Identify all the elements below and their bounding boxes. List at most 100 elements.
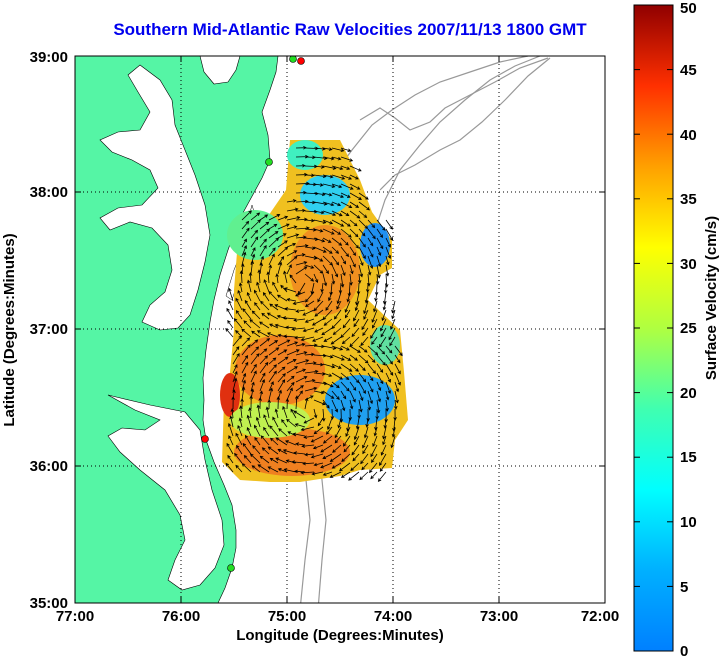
velocity-arrow — [388, 327, 396, 341]
velocity-arrow — [228, 300, 234, 311]
velocity-arrow — [282, 449, 297, 455]
velocity-arrow — [378, 336, 387, 348]
velocity-arrow — [241, 463, 252, 473]
velocity-arrow — [295, 208, 306, 213]
velocity-arrow — [250, 346, 260, 356]
velocity-arrow — [349, 264, 354, 275]
velocity-arrow — [238, 282, 243, 293]
velocity-arrow — [332, 327, 342, 336]
velocity-arrow — [241, 372, 247, 383]
velocity-arrow — [268, 387, 274, 401]
velocity-arrow — [322, 246, 333, 254]
velocity-arrow — [251, 465, 261, 473]
velocity-arrow — [389, 336, 396, 347]
velocity-arrow — [263, 279, 270, 293]
velocity-arrow — [262, 292, 270, 302]
velocity-arrow — [342, 318, 351, 329]
velocity-arrow — [282, 316, 297, 320]
velocity-arrow — [229, 415, 234, 428]
velocity-arrow — [331, 273, 336, 285]
velocity-arrow — [267, 446, 279, 455]
velocity-arrow — [246, 291, 252, 302]
velocity-arrow — [268, 264, 273, 275]
velocity-arrow — [358, 219, 369, 229]
velocity-arrow — [252, 445, 261, 455]
velocity-arrow — [246, 427, 252, 437]
velocity-arrow — [313, 192, 326, 197]
velocity-arrow — [313, 399, 326, 406]
velocity-arrow — [259, 221, 270, 230]
velocity-arrow — [250, 363, 257, 374]
velocity-arrow — [277, 256, 285, 266]
velocity-arrow — [304, 264, 315, 269]
velocity-arrow — [322, 363, 336, 369]
y-tick-label: 35:00 — [30, 595, 68, 612]
velocity-arrow — [268, 253, 275, 266]
velocity-arrow — [292, 432, 306, 437]
velocity-arrow — [274, 304, 288, 311]
velocity-arrow — [265, 406, 270, 419]
velocity-arrow — [371, 453, 378, 464]
velocity-arrow — [259, 214, 269, 221]
y-tick-label: 39:00 — [30, 49, 68, 66]
velocity-arrow — [304, 369, 319, 374]
colorbar-tick-label: 5 — [680, 579, 688, 596]
velocity-arrow — [304, 218, 315, 223]
velocity-arrow — [277, 261, 283, 275]
velocity-arrow — [340, 228, 352, 238]
velocity-arrow — [376, 246, 382, 257]
velocity-arrow — [304, 200, 316, 205]
velocity-arrow — [286, 255, 298, 266]
velocity-arrow — [375, 273, 380, 285]
velocity-arrow — [266, 312, 279, 320]
velocity-arrow — [286, 250, 298, 257]
colorbar-tick-label: 10 — [680, 514, 697, 531]
velocity-arrow — [340, 372, 350, 380]
velocity-arrow — [323, 318, 333, 326]
velocity-arrow — [303, 435, 315, 439]
velocity-arrow — [259, 244, 267, 257]
velocity-arrow — [250, 219, 261, 230]
velocity-arrow — [354, 300, 360, 312]
velocity-arrow — [358, 390, 364, 402]
velocity-arrow — [283, 468, 297, 473]
velocity-arrow — [340, 363, 353, 372]
velocity-arrow — [358, 354, 369, 364]
velocity-arrow — [358, 399, 363, 413]
velocity-arrow — [340, 390, 347, 400]
velocity-arrow — [250, 236, 259, 248]
velocity-arrow — [235, 464, 243, 473]
velocity-arrow — [246, 414, 252, 428]
velocity-arrow — [276, 314, 288, 320]
velocity-arrow — [322, 156, 335, 161]
velocity-arrow — [322, 309, 333, 321]
velocity-arrow — [313, 255, 324, 262]
velocity-arrow — [340, 147, 352, 152]
velocity-arrow — [350, 462, 360, 472]
velocity-arrow — [235, 297, 243, 311]
velocity-arrow — [349, 165, 362, 172]
velocity-arrow — [376, 237, 384, 250]
velocity-arrow — [367, 264, 372, 276]
velocity-arrow — [313, 219, 327, 224]
velocity-arrow — [292, 300, 306, 305]
velocity-arrow — [259, 348, 268, 356]
velocity-arrow — [391, 309, 396, 320]
velocity-arrow — [373, 426, 378, 437]
velocity-arrow — [331, 201, 342, 207]
colorbar-tick-label: 25 — [680, 320, 697, 337]
velocity-arrow — [379, 462, 387, 472]
velocity-arrow — [243, 454, 252, 464]
velocity-arrow — [259, 321, 270, 329]
velocity-arrow — [322, 345, 337, 350]
colorbar-tick-label: 30 — [680, 256, 697, 273]
velocity-arrow — [340, 210, 350, 217]
velocity-arrow — [313, 246, 327, 253]
x-tick-label: 75:00 — [268, 608, 306, 625]
velocity-arrow — [295, 261, 308, 266]
velocity-arrow — [340, 399, 346, 412]
velocity-arrow — [349, 372, 360, 384]
velocity-arrow — [253, 289, 261, 302]
velocity-arrow — [286, 216, 301, 221]
velocity-arrow — [349, 399, 354, 410]
